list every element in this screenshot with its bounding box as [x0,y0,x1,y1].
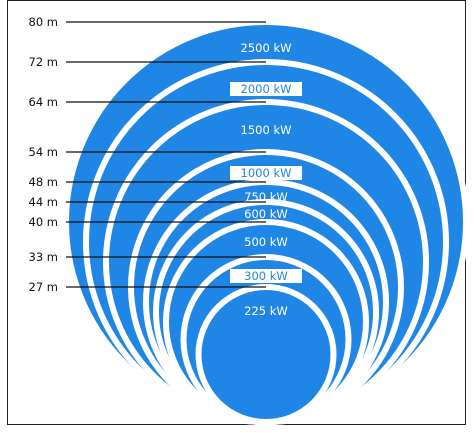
power-labels: 2500 kW 2000 kW 1500 kW 1000 kW 750 kW 600 kW… [230,41,302,318]
diameter-label: 40 m [29,215,59,229]
power-label: 2000 kW [241,82,292,96]
power-label: 2500 kW [241,41,292,55]
diameter-label: 27 m [29,280,59,294]
diameter-label: 64 m [29,95,59,109]
power-label-background [230,269,302,283]
diameter-label: 44 m [29,195,59,209]
power-label: 225 kW [244,304,288,318]
power-label-background [230,82,302,96]
diameter-lines [66,21,266,288]
diameter-label: 72 m [29,55,59,69]
power-label-background [230,166,302,180]
rotor-disks [63,19,469,425]
diameter-label: 80 m [29,15,59,29]
diameter-label: 33 m [29,250,59,264]
diameter-label: 54 m [29,145,59,159]
power-label: 600 kW [244,207,288,221]
power-label: 750 kW [244,190,288,204]
power-label: 1500 kW [241,123,292,137]
diameter-label: 48 m [29,175,59,189]
power-label: 1000 kW [241,166,292,180]
power-label: 300 kW [244,269,288,283]
diameter-labels: 80 m 72 m 64 m 54 m 48 m 44 m 40 m 33 m 27 m [29,15,59,294]
power-label: 500 kW [244,235,288,249]
